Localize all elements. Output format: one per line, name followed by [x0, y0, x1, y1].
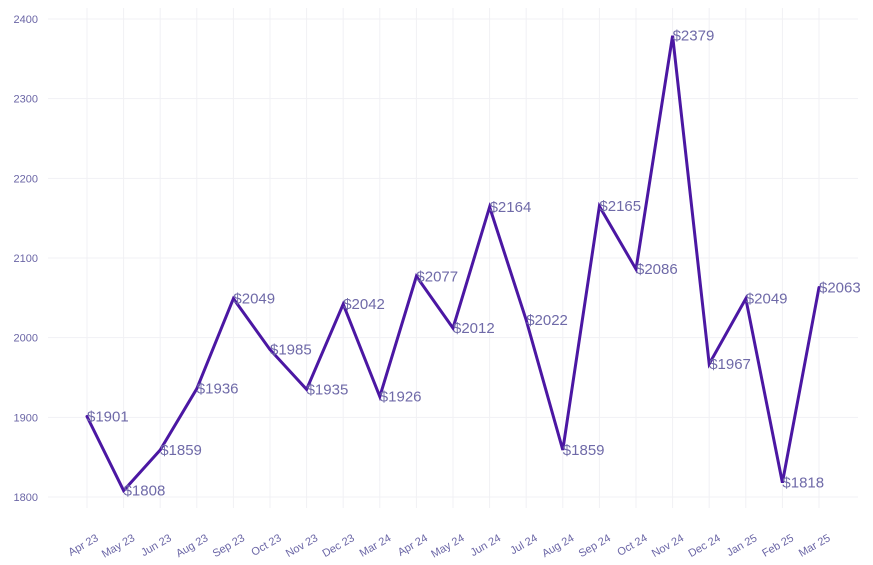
- data-label: $1859: [160, 442, 202, 459]
- data-label: $1936: [197, 381, 239, 398]
- x-axis: Apr 23 May 23 Jun 23 Aug 23 Sep 23 Oct 23 Nov …: [66, 532, 832, 560]
- x-tick-label: Oct 24: [615, 532, 649, 559]
- x-tick-label: Sep 23: [211, 532, 247, 560]
- x-tick-label: Sep 24: [577, 532, 613, 560]
- x-tick-label: May 23: [100, 532, 137, 560]
- series-line: [85, 35, 821, 494]
- data-label: $2042: [343, 296, 385, 313]
- data-label: $2012: [453, 320, 495, 337]
- y-tick-label: 2400: [14, 14, 38, 26]
- data-label: $1967: [709, 356, 751, 373]
- data-label: $2086: [636, 261, 678, 278]
- data-label: $2022: [526, 312, 568, 329]
- x-tick-label: Jun 24: [468, 532, 503, 559]
- data-label: $1901: [87, 409, 129, 426]
- data-label: $1818: [782, 475, 824, 492]
- x-tick-label: Jan 25: [725, 532, 760, 559]
- x-tick-label: Nov 24: [650, 532, 686, 560]
- data-label: $2164: [490, 199, 532, 216]
- y-axis: 1800 1900 2000 2100 2200 2300 2400: [14, 14, 38, 504]
- data-label: $1926: [380, 389, 422, 406]
- x-tick-label: Apr 23: [66, 532, 100, 559]
- y-tick-label: 1900: [14, 412, 38, 424]
- x-tick-label: Nov 23: [284, 532, 320, 560]
- y-tick-label: 1800: [14, 492, 38, 504]
- data-label: $2063: [819, 279, 861, 296]
- grid-layer: [48, 8, 858, 508]
- data-label: $2049: [233, 291, 275, 308]
- data-label: $1935: [307, 381, 349, 398]
- y-tick-label: 2300: [14, 94, 38, 106]
- x-tick-label: Mar 25: [797, 532, 833, 560]
- x-tick-label: Dec 23: [321, 532, 357, 560]
- x-tick-label: Dec 24: [687, 532, 723, 560]
- x-tick-label: May 24: [429, 532, 466, 560]
- y-tick-label: 2100: [14, 253, 38, 265]
- x-tick-label: Aug 24: [540, 532, 576, 560]
- data-label: $1808: [124, 483, 166, 500]
- x-tick-label: Apr 24: [396, 532, 430, 559]
- y-tick-label: 2000: [14, 333, 38, 345]
- data-label: $1859: [563, 442, 605, 459]
- x-tick-label: Jul 24: [508, 532, 539, 557]
- data-labels-layer: $1901 $1808 $1859 $1936 $2049 $1985 $1935 $2042…: [87, 28, 861, 500]
- x-tick-label: Mar 24: [358, 532, 394, 560]
- x-tick-label: Feb 25: [760, 532, 796, 560]
- series-layer: [85, 35, 821, 494]
- data-label: $2049: [746, 291, 788, 308]
- data-label: $2379: [673, 28, 715, 45]
- x-tick-label: Jun 23: [139, 532, 174, 559]
- x-tick-label: Oct 23: [249, 532, 283, 559]
- x-tick-label: Aug 23: [174, 532, 210, 560]
- data-label: $2077: [416, 268, 458, 285]
- data-label: $2165: [599, 198, 641, 215]
- data-label: $1985: [270, 342, 312, 359]
- y-tick-label: 2200: [14, 173, 38, 185]
